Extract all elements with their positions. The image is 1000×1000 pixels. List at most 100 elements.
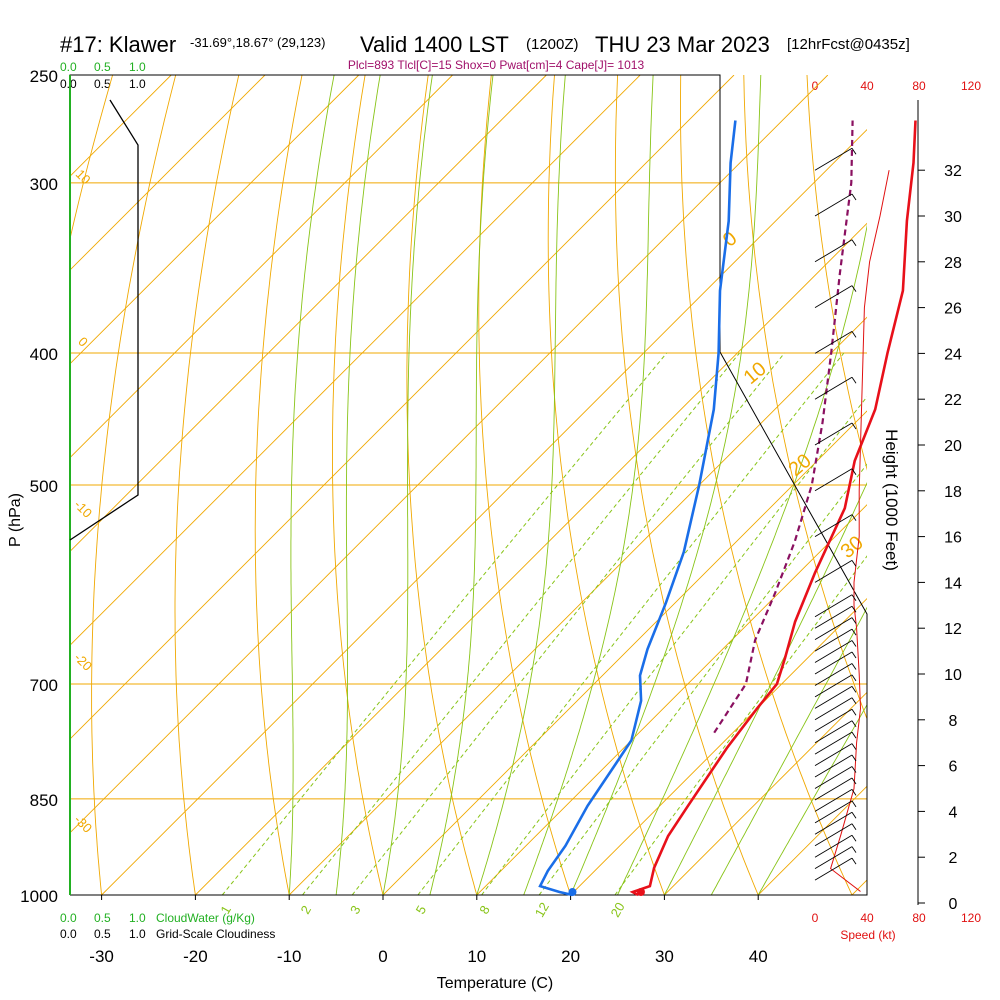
wind-barb [814,331,857,354]
speed-bottom-tick-2: 80 [912,911,926,925]
pressure-tick-label: 500 [30,477,58,496]
wind-barb-flag [851,651,857,659]
mixing-ratio-line [481,395,867,895]
wind-barb-staff [814,617,853,641]
cloud-top-label-0: 0.0 [60,60,77,74]
cloudiness-bottom-label-0: 0.0 [60,927,77,941]
wind-barb-flag [851,789,857,796]
speed-bottom-tick-1: 40 [860,911,874,925]
cloud-top-label-2: 1.0 [129,60,146,74]
wind-barb-staff [814,605,853,629]
sounding-indices: Plcl=893 Tlcl[C]=15 Shox=0 Pwat[cm]=4 Ca… [348,58,645,72]
wind-barb [814,617,857,641]
height-tick-label: 24 [944,346,962,363]
height-tick-label: 4 [949,804,958,821]
wind-barb-flag [851,628,857,636]
theta-label-right: 0 [719,227,742,251]
wind-barb-flag [851,823,857,830]
mixing-ratio-label: 2 [297,903,314,917]
wind-barb-staff [814,834,853,858]
wind-barb-staff [814,376,853,400]
isotherm-line [70,75,453,459]
theta-label-right: 30 [837,532,868,563]
wind-barb-staff [814,857,853,881]
skew-t-grid [70,75,867,895]
height-tick-label: 14 [944,575,962,592]
moist-adiabat [523,75,654,895]
dewpoint-profile [538,120,737,897]
cloud-water-label: CloudWater (g/Kg) [156,911,255,925]
wind-barb-flag [851,857,857,865]
isotherm-line [101,128,867,895]
height-tick-label: 10 [944,667,962,684]
wind-barb-staff [814,720,853,744]
isotherm-line [70,75,360,365]
wind-barb [814,640,857,663]
wind-barb-staff [814,422,853,446]
wind-barb-flag [851,731,857,739]
speed-bottom-tick-3: 120 [961,911,981,925]
speed-top-tick-3: 120 [961,79,981,93]
surface-dewpoint-point [568,888,577,896]
theta-label-left: 10 [73,166,94,187]
wind-barb [814,708,857,732]
dry-adiabat [547,75,665,895]
wind-barb-flag [851,766,857,773]
wind-barb-staff [814,708,853,732]
wind-barb-flag [851,686,857,693]
height-tick-label: 20 [944,438,962,455]
temperature-tick-label: 0 [378,947,387,966]
speed-top-tick-0: 0 [812,79,819,93]
wind-barb [814,754,857,778]
sounding-profiles [69,99,917,897]
temperature-tick-label: -20 [183,947,208,966]
height-axis-label: Height (1000 Feet) [882,429,901,571]
station-title: #17: Klawer [60,32,176,57]
wind-barb-flag [851,147,857,155]
dry-adiabat [680,75,853,895]
height-tick-label: 12 [944,621,962,638]
wind-barb [814,743,857,766]
wind-barb-staff [814,800,853,824]
plot-frame [69,74,868,896]
wind-barb [814,468,857,492]
cloud-bottom-label-2: 1.0 [129,911,146,925]
wind-barb-flag [851,594,857,601]
theta-label-left: -30 [71,812,95,836]
pressure-tick-label: 250 [30,67,58,86]
temperature-tick-label: -10 [277,947,302,966]
mixing-ratio-label: 12 [532,900,552,920]
y-axis-label: P (hPa) [7,493,24,547]
grid-clip-group [70,75,867,895]
valid-date: THU 23 Mar 2023 [595,32,770,57]
height-tick-label: 0 [949,896,958,913]
wind-barb-flag [851,777,857,785]
wind-barb-flag [851,709,857,716]
wind-barb-flag [851,560,857,567]
wind-barb [814,834,857,858]
wind-barb [814,628,857,652]
wind-barb-flag [851,605,857,613]
moist-adiabat [710,606,867,895]
wind-barb-staff [814,331,853,354]
mixing-ratio-label: 3 [347,903,364,917]
wind-barb-flag [851,846,857,853]
wind-barb-flag [851,640,857,647]
isotherm-line [851,879,867,895]
wind-barb-flag [851,674,857,682]
wind-barb-staff [814,846,853,870]
surface-temperature-point [636,888,645,896]
moist-adiabat [570,75,762,895]
wind-barb-staff [814,685,853,709]
mixing-ratio-line [538,463,867,895]
wind-barb-staff [814,640,853,663]
wind-barb [814,697,857,721]
mixing-ratio-line [221,352,668,895]
axis-ticks: 1 2 3 5 8 12 20100-10-20-300102030250300400500… [20,67,962,966]
wind-barb-flag [851,663,857,670]
cloudiness-bottom-label-1: 0.5 [94,927,111,941]
wind-barb-staff [814,766,853,789]
wind-barb [814,811,857,835]
temperature-tick-label: 40 [749,947,768,966]
wind-barb-flag [851,754,857,762]
